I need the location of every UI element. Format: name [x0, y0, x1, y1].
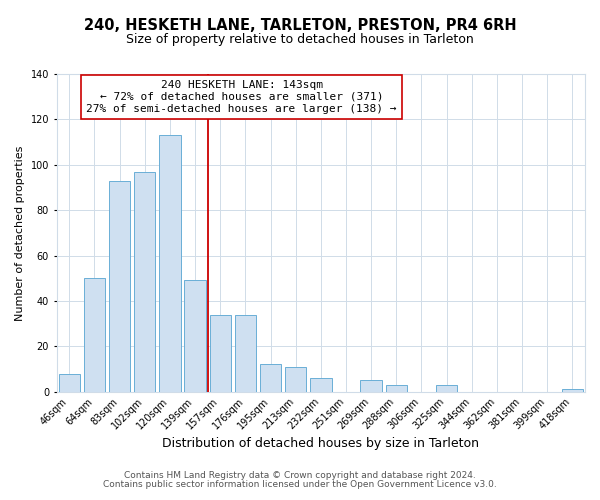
Text: Size of property relative to detached houses in Tarleton: Size of property relative to detached ho…	[126, 32, 474, 46]
Bar	[436, 385, 457, 392]
Bar	[184, 280, 206, 392]
Text: 240 HESKETH LANE: 143sqm
← 72% of detached houses are smaller (371)
27% of semi-: 240 HESKETH LANE: 143sqm ← 72% of detach…	[86, 80, 397, 114]
Bar	[59, 374, 80, 392]
Text: Contains HM Land Registry data © Crown copyright and database right 2024.: Contains HM Land Registry data © Crown c…	[124, 471, 476, 480]
Text: 240, HESKETH LANE, TARLETON, PRESTON, PR4 6RH: 240, HESKETH LANE, TARLETON, PRESTON, PR…	[83, 18, 517, 32]
Bar	[209, 314, 231, 392]
Bar	[386, 385, 407, 392]
Bar	[159, 136, 181, 392]
X-axis label: Distribution of detached houses by size in Tarleton: Distribution of detached houses by size …	[163, 437, 479, 450]
Bar	[310, 378, 332, 392]
Bar	[84, 278, 105, 392]
Y-axis label: Number of detached properties: Number of detached properties	[15, 145, 25, 320]
Text: Contains public sector information licensed under the Open Government Licence v3: Contains public sector information licen…	[103, 480, 497, 489]
Bar	[285, 366, 307, 392]
Bar	[109, 180, 130, 392]
Bar	[562, 390, 583, 392]
Bar	[235, 314, 256, 392]
Bar	[134, 172, 155, 392]
Bar	[260, 364, 281, 392]
Bar	[361, 380, 382, 392]
